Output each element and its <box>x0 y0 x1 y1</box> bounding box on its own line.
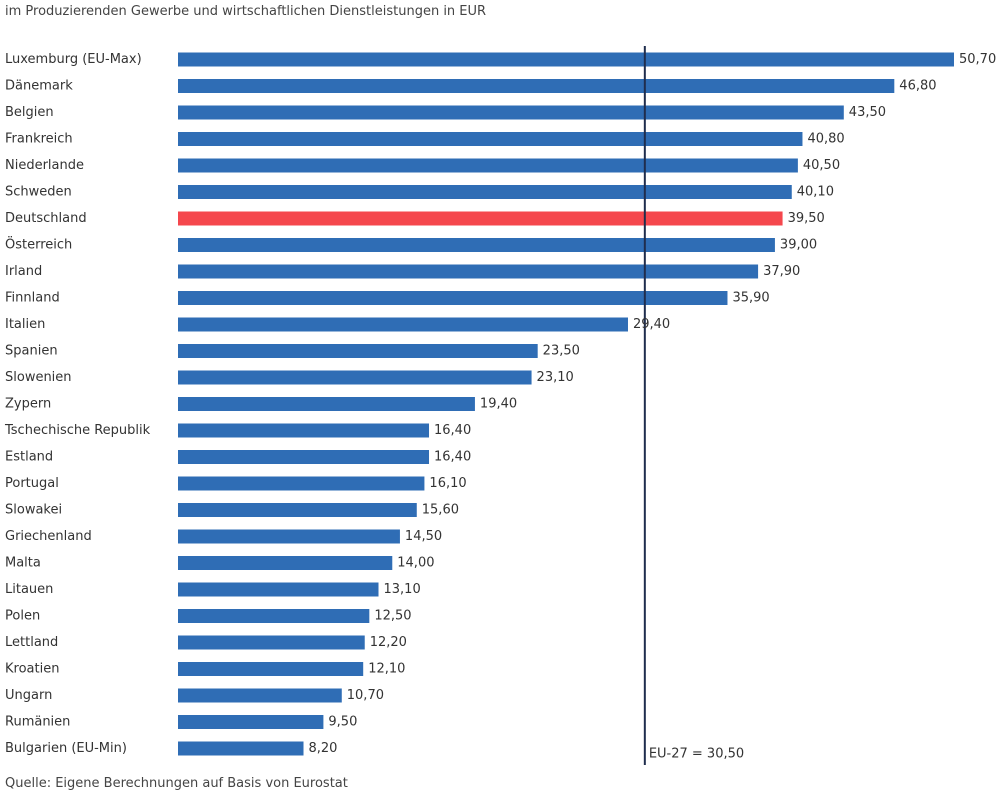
bar <box>178 688 342 703</box>
category-label: Irland <box>5 264 42 279</box>
bar <box>178 132 803 146</box>
chart-subtitle: im Produzierenden Gewerbe und wirtschaft… <box>5 4 487 19</box>
value-label: 50,70 <box>959 52 996 67</box>
value-label: 12,10 <box>368 662 405 677</box>
bar <box>178 741 304 756</box>
bar <box>178 582 379 597</box>
category-label: Malta <box>5 556 41 571</box>
category-label: Frankreich <box>5 132 73 147</box>
category-label: Griechenland <box>5 529 92 544</box>
value-label: 40,50 <box>803 158 840 173</box>
value-label: 29,40 <box>633 317 670 332</box>
value-label: 37,90 <box>763 264 800 279</box>
bar <box>178 556 393 570</box>
category-label: Ungarn <box>5 688 52 703</box>
category-label: Slowenien <box>5 370 72 385</box>
bar <box>178 264 759 279</box>
bar <box>178 370 532 385</box>
category-label: Slowakei <box>5 503 62 518</box>
bar <box>178 211 783 226</box>
value-label: 43,50 <box>849 105 886 120</box>
value-label: 9,50 <box>328 715 357 730</box>
bar <box>178 105 844 120</box>
category-label: Portugal <box>5 476 59 491</box>
bar <box>178 317 628 332</box>
value-label: 35,90 <box>732 291 769 306</box>
bar <box>178 450 430 464</box>
value-label: 14,00 <box>397 556 434 571</box>
reference-line-label: EU-27 = 30,50 <box>649 747 744 762</box>
labels-layer: Luxemburg (EU-Max) 50,70 Dänemark 46,80 Belg… <box>4 52 996 762</box>
category-label: Luxemburg (EU-Max) <box>5 52 142 67</box>
category-label: Zypern <box>5 397 51 412</box>
bar <box>178 503 417 517</box>
bar <box>178 662 364 676</box>
category-label: Belgien <box>5 105 54 120</box>
value-label: 13,10 <box>384 582 421 597</box>
bar <box>178 158 798 173</box>
value-label: 14,50 <box>405 529 442 544</box>
value-label: 39,00 <box>780 238 817 253</box>
value-label: 46,80 <box>899 79 936 94</box>
category-label: Schweden <box>5 185 72 200</box>
bar <box>178 397 475 411</box>
value-label: 8,20 <box>309 741 338 756</box>
category-label: Österreich <box>5 236 72 253</box>
value-label: 23,10 <box>537 370 574 385</box>
category-label: Polen <box>5 609 40 624</box>
value-label: 12,20 <box>370 635 407 650</box>
category-label: Rumänien <box>5 715 70 730</box>
bar <box>178 185 792 199</box>
bar <box>178 476 425 491</box>
value-label: 39,50 <box>788 211 825 226</box>
category-label: Italien <box>5 317 45 332</box>
category-label: Estland <box>5 450 53 465</box>
category-label: Tschechische Republik <box>4 423 151 438</box>
bar <box>178 529 400 544</box>
bar <box>178 52 954 67</box>
category-label: Kroatien <box>5 662 59 677</box>
bar <box>178 635 365 650</box>
value-label: 16,40 <box>434 423 471 438</box>
bar <box>178 238 775 252</box>
category-label: Niederlande <box>5 158 84 173</box>
category-label: Litauen <box>5 582 53 597</box>
value-label: 19,40 <box>480 397 517 412</box>
value-label: 12,50 <box>374 609 411 624</box>
value-label: 16,10 <box>429 476 466 491</box>
value-label: 15,60 <box>422 503 459 518</box>
category-label: Deutschland <box>5 211 87 226</box>
bar <box>178 715 324 729</box>
category-label: Finnland <box>5 291 60 306</box>
category-label: Dänemark <box>5 79 73 94</box>
bar <box>178 291 728 305</box>
category-label: Lettland <box>5 635 58 650</box>
bar <box>178 79 895 93</box>
bar <box>178 423 430 438</box>
bar <box>178 609 370 623</box>
value-label: 40,10 <box>797 185 834 200</box>
value-label: 16,40 <box>434 450 471 465</box>
chart-source: Quelle: Eigene Berechnungen auf Basis vo… <box>5 776 348 791</box>
bars-layer <box>178 52 954 756</box>
value-label: 23,50 <box>543 344 580 359</box>
category-label: Bulgarien (EU-Min) <box>5 741 127 756</box>
value-label: 40,80 <box>807 132 844 147</box>
category-label: Spanien <box>5 344 58 359</box>
bar <box>178 344 538 358</box>
value-label: 10,70 <box>347 688 384 703</box>
